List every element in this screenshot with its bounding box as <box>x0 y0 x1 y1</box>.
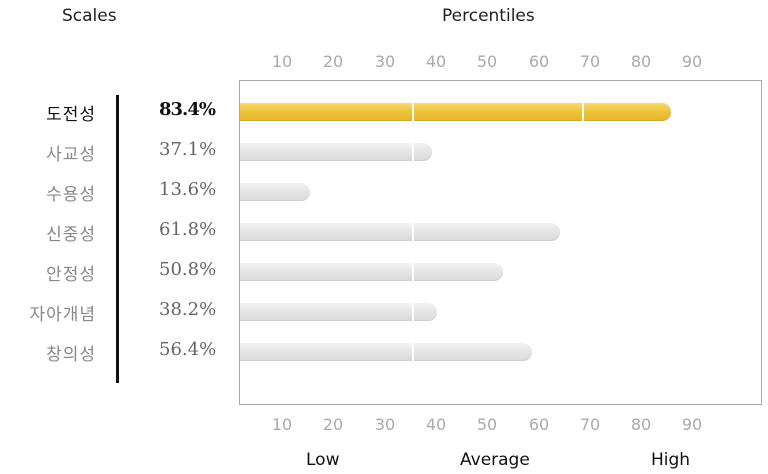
tick-label: 20 <box>322 415 344 434</box>
value-label: 50.8% <box>159 259 217 280</box>
bar-segment-divider <box>412 263 414 281</box>
bar <box>240 143 432 161</box>
tick-label: 30 <box>374 52 396 71</box>
tick-label: 40 <box>425 415 447 434</box>
bar <box>240 183 310 201</box>
tick-label: 50 <box>476 415 498 434</box>
plot-area <box>239 80 762 405</box>
bar-segment-divider <box>412 223 414 241</box>
axis-label-average: Average <box>460 450 530 470</box>
tick-label: 70 <box>579 415 601 434</box>
value-label: 37.1% <box>159 139 217 160</box>
value-label: 13.6% <box>159 179 217 200</box>
tick-label: 80 <box>630 52 652 71</box>
scale-label: 신중성 <box>46 225 96 245</box>
value-label: 61.8% <box>159 219 217 240</box>
bar <box>240 263 503 281</box>
tick-label: 90 <box>681 52 703 71</box>
scale-label: 도전성 <box>46 105 96 125</box>
tick-label: 80 <box>630 415 652 434</box>
tick-label: 90 <box>681 415 703 434</box>
tick-label: 70 <box>579 52 601 71</box>
axis-label-low: Low <box>306 450 340 470</box>
scale-label: 창의성 <box>46 345 96 365</box>
scale-label: 수용성 <box>46 185 96 205</box>
bar <box>240 223 560 241</box>
tick-label: 40 <box>425 52 447 71</box>
tick-label: 30 <box>374 415 396 434</box>
tick-label: 10 <box>271 415 293 434</box>
value-label: 83.4% <box>159 99 216 120</box>
tick-label: 10 <box>271 52 293 71</box>
scales-title: Scales <box>62 6 117 26</box>
bar-segment-divider <box>412 143 414 161</box>
tick-label: 20 <box>322 52 344 71</box>
tick-label: 50 <box>476 52 498 71</box>
bar <box>240 303 437 321</box>
percentiles-title: Percentiles <box>442 6 535 26</box>
bar-segment-divider <box>412 343 414 361</box>
value-label: 56.4% <box>159 339 217 360</box>
bar <box>240 103 671 121</box>
bar <box>240 343 532 361</box>
bar-segment-divider <box>412 103 414 121</box>
bar-segment-divider <box>582 103 584 121</box>
value-label: 38.2% <box>159 299 217 320</box>
tick-label: 60 <box>528 52 550 71</box>
tick-label: 60 <box>528 415 550 434</box>
scale-label: 안정성 <box>46 265 96 285</box>
scale-label: 사교성 <box>46 145 96 165</box>
scale-label: 자아개념 <box>29 305 96 325</box>
bar-segment-divider <box>412 303 414 321</box>
axis-label-high: High <box>651 450 691 470</box>
scale-divider <box>116 95 119 383</box>
